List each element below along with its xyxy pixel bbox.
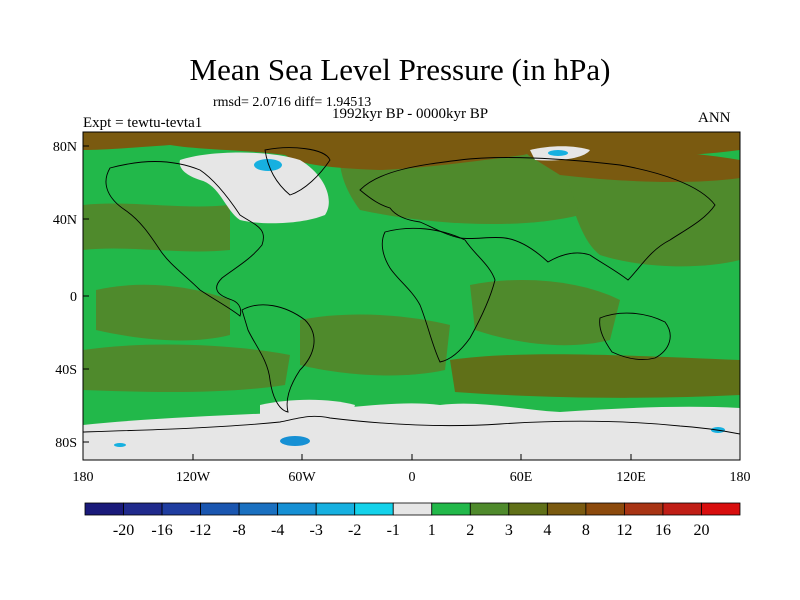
- axis-ticks: [82, 145, 741, 460]
- colorbar-label: 2: [466, 522, 474, 539]
- coast-africa: [381, 227, 496, 363]
- lat-label-80s: 80S: [55, 436, 77, 451]
- lon-label-60w: 60W: [288, 470, 316, 485]
- lat-label-40s: 40S: [55, 363, 77, 378]
- colorbar: -20 -16 -12 -8 -4 -3 -2 -1 1 2 3 4 8 12 16 20: [84, 502, 741, 539]
- colorbar-label: 3: [505, 522, 513, 539]
- colorbar-swatch: [392, 502, 433, 516]
- colorbar-swatch: [354, 502, 394, 516]
- colorbar-label: -1: [387, 522, 400, 539]
- map-field: [83, 132, 740, 460]
- colorbar-swatch: [84, 502, 124, 516]
- page-title: Mean Sea Level Pressure (in hPa): [189, 52, 611, 87]
- field-band-southern-indian: [450, 354, 740, 398]
- colorbar-label: -20: [113, 522, 134, 539]
- period-label: 1992kyr BP - 0000kyr BP: [331, 106, 489, 122]
- lon-label-0: 0: [409, 470, 416, 485]
- coast-australia: [599, 312, 671, 361]
- lon-label-120e: 120E: [616, 470, 646, 485]
- field-band-south-pacific: [83, 344, 290, 393]
- field-cyan-greenland: [254, 159, 282, 171]
- colorbar-label: -3: [310, 522, 323, 539]
- colorbar-label: -8: [232, 522, 245, 539]
- colorbar-label: 1: [428, 522, 436, 539]
- colorbar-swatch: [624, 502, 664, 516]
- coast-greenland: [264, 147, 331, 196]
- lon-label-120w: 120W: [176, 470, 211, 485]
- lat-label-0: 0: [70, 290, 77, 305]
- field-band-indian-ocean: [470, 280, 620, 346]
- colorbar-label: -12: [190, 522, 211, 539]
- colorbar-swatch: [238, 502, 279, 516]
- colorbar-swatch: [431, 502, 471, 516]
- season-label: ANN: [698, 110, 731, 126]
- field-white-south-ocean: [260, 399, 355, 423]
- continent-outlines: [83, 147, 740, 435]
- lat-label-80n: 80N: [53, 140, 77, 155]
- coast-antarctica: [83, 415, 740, 435]
- field-band-north-pacific: [560, 154, 740, 267]
- coast-eurasia: [359, 157, 716, 281]
- colorbar-swatch: [277, 502, 317, 516]
- lat-label-40n: 40N: [53, 213, 77, 228]
- colorbar-swatch: [546, 502, 587, 516]
- colorbar-swatch: [662, 502, 702, 516]
- field-white-greenland: [179, 152, 329, 224]
- colorbar-swatch: [200, 502, 240, 516]
- coast-south-america: [241, 304, 315, 413]
- colorbar-swatch: [701, 502, 741, 516]
- field-band-north-atlantic: [83, 203, 230, 252]
- colorbar-label: -2: [348, 522, 361, 539]
- colorbar-label: 4: [543, 522, 551, 539]
- field-white-antarctic: [83, 403, 740, 460]
- field-band-south-atlantic: [300, 314, 450, 376]
- colorbar-swatch: [315, 502, 356, 516]
- stats-label: rmsd= 2.0716 diff= 1.94513: [213, 95, 372, 110]
- field-blue-antarctic: [280, 436, 310, 446]
- colorbar-label: 8: [582, 522, 590, 539]
- colorbar-swatch: [585, 502, 625, 516]
- colorbar-swatch: [469, 502, 510, 516]
- colorbar-swatch: [508, 502, 548, 516]
- field-brown-arctic: [83, 132, 740, 170]
- field-band-tropical-pacific: [96, 284, 230, 341]
- colorbar-label: 16: [655, 522, 671, 539]
- colorbar-label: 12: [616, 522, 632, 539]
- colorbar-swatch: [161, 502, 201, 516]
- colorbar-swatch: [123, 502, 163, 516]
- coast-north-america: [105, 161, 264, 317]
- colorbar-label: -16: [151, 522, 172, 539]
- field-cyan-antarctic-west: [114, 443, 126, 447]
- lon-label-60e: 60E: [510, 470, 533, 485]
- colorbar-label: 20: [693, 522, 709, 539]
- experiment-label: Expt = tewtu-tevta1: [83, 115, 203, 131]
- colorbar-label: -4: [271, 522, 284, 539]
- lon-label-180e: 180: [730, 470, 751, 485]
- lon-label-180w: 180: [73, 470, 94, 485]
- field-cyan-arctic: [548, 150, 568, 156]
